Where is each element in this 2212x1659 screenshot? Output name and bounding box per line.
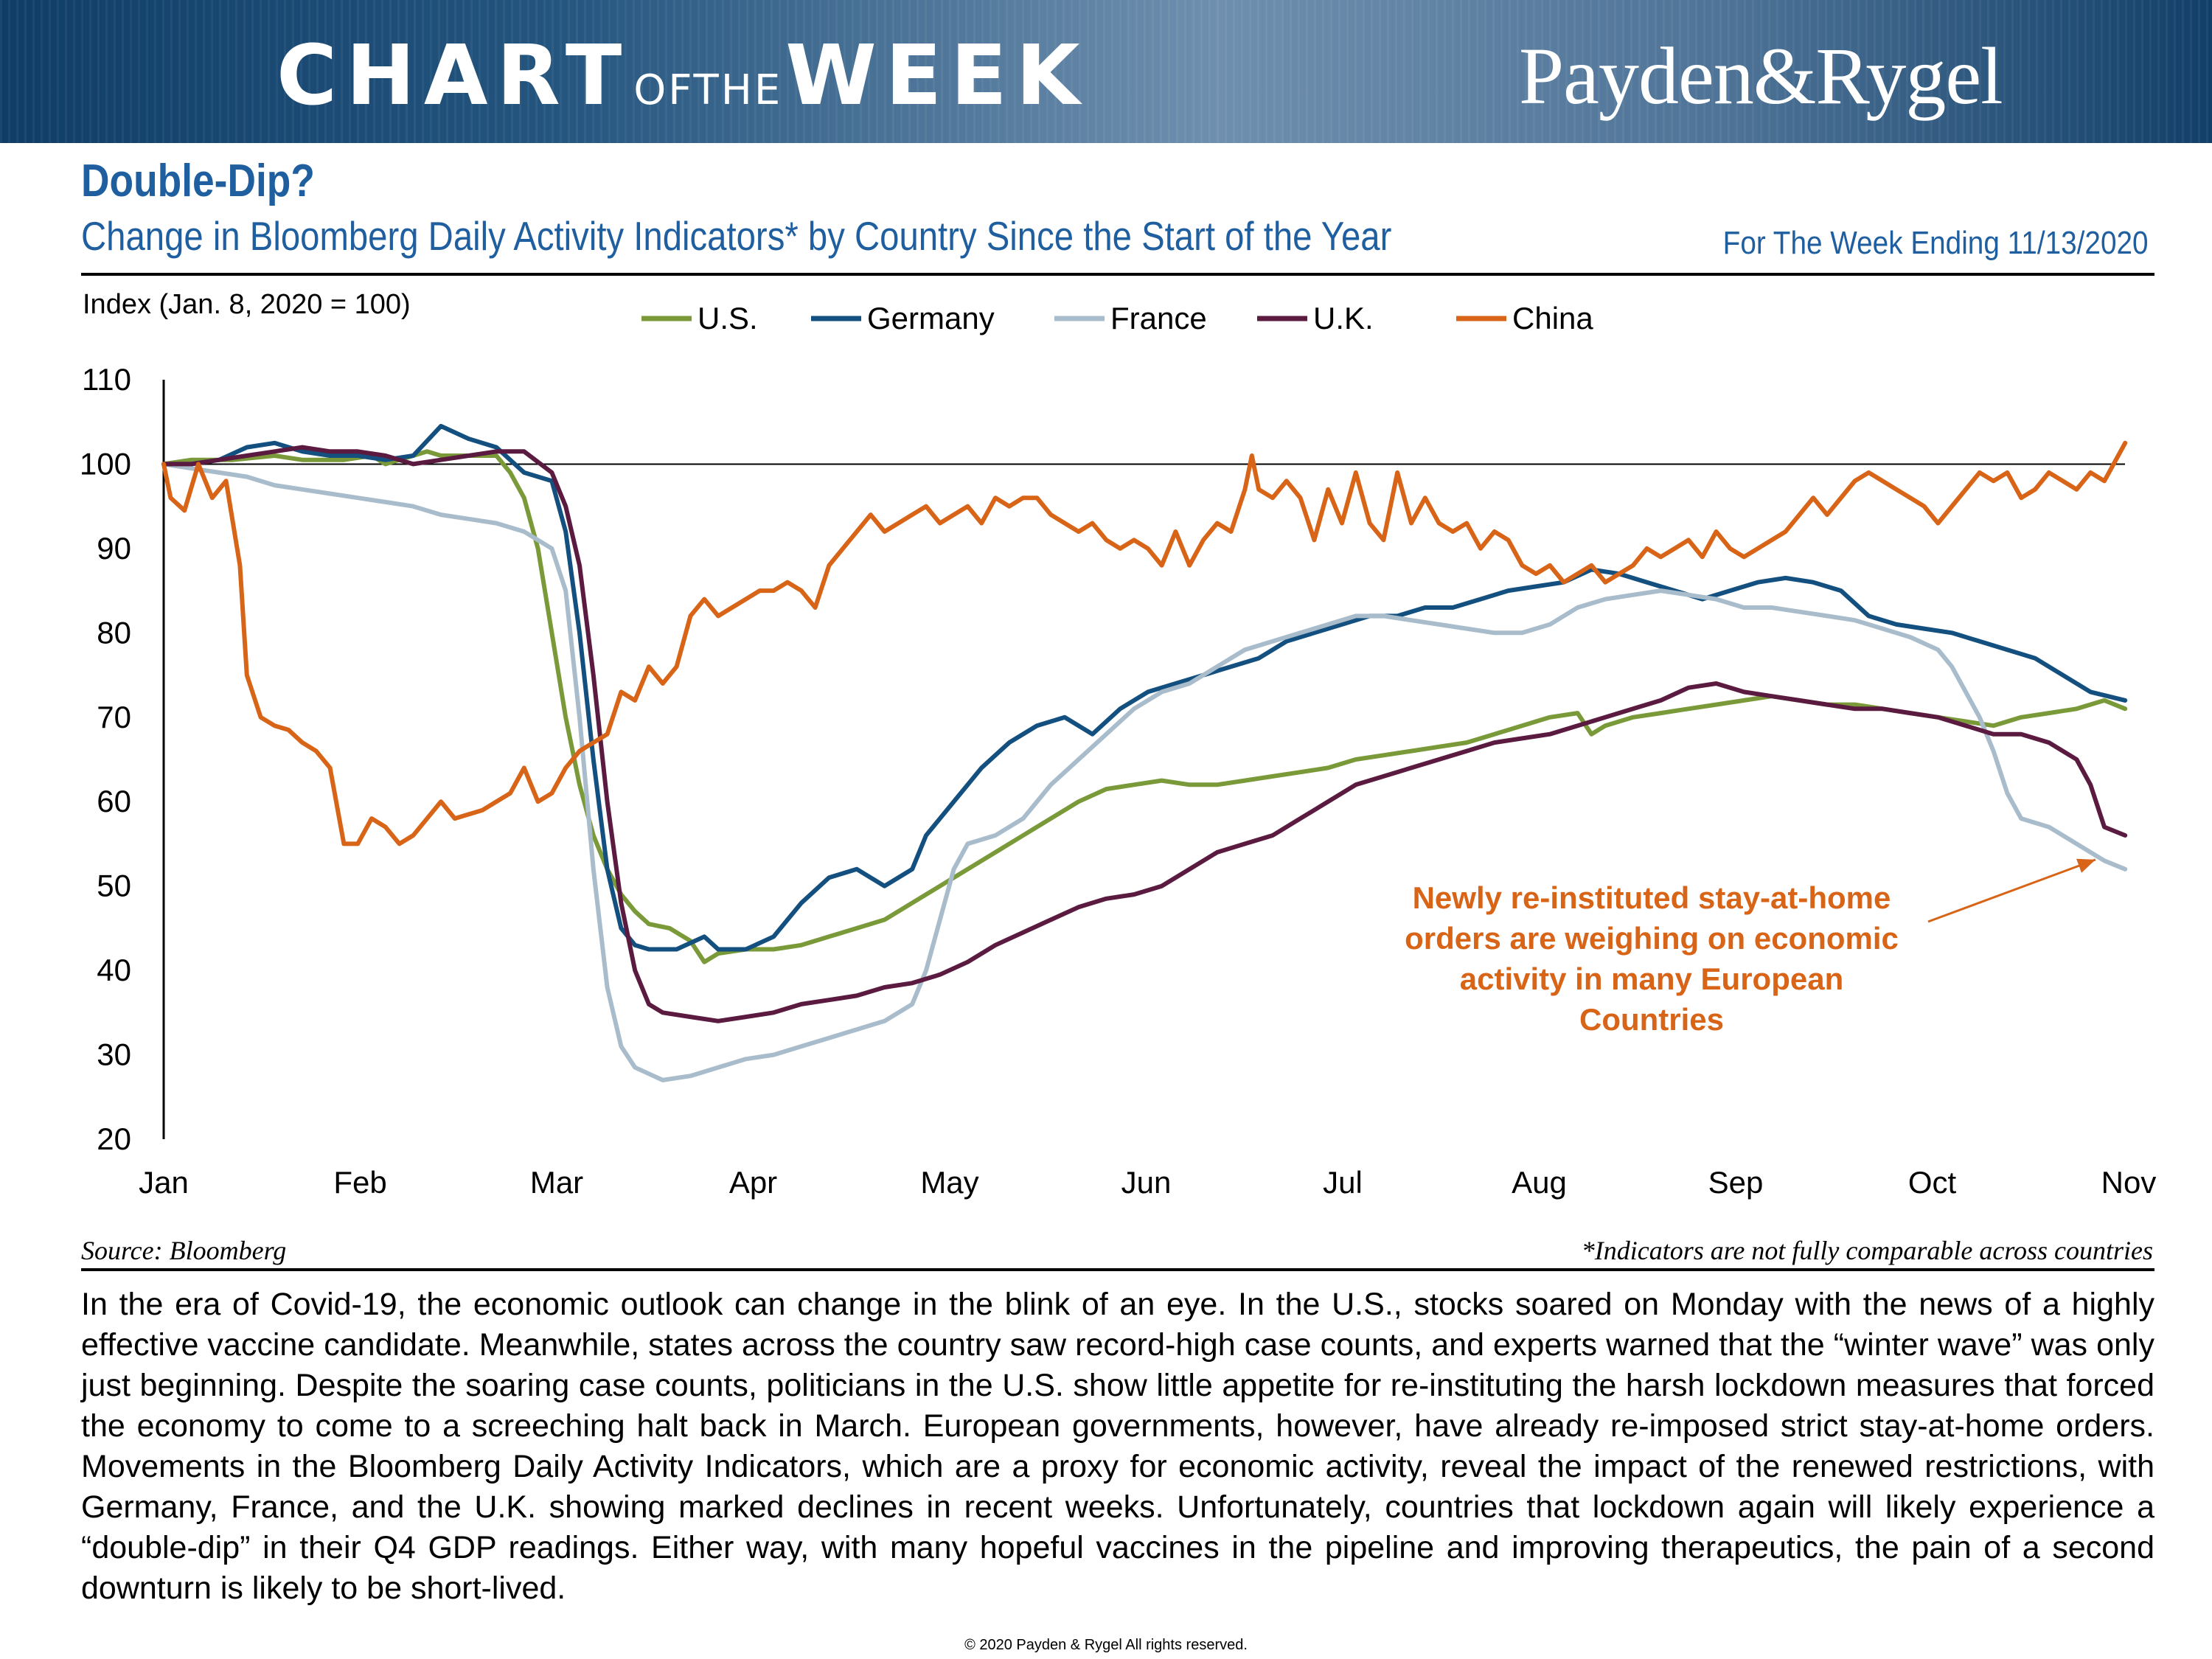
y-tick-label: 90 <box>97 531 131 566</box>
footnote: *Indicators are not fully comparable acr… <box>1581 1236 2153 1265</box>
legend-label: France <box>1110 301 1207 335</box>
y-axis-label: Index (Jan. 8, 2020 = 100) <box>83 289 411 320</box>
y-tick-label: 40 <box>97 953 131 987</box>
y-tick-label: 30 <box>97 1037 131 1072</box>
chart-of-the-week-logo: CHART OFTHE WEEK <box>276 28 1089 124</box>
copyright-notice: © 2020 Payden & Rygel All rights reserve… <box>964 1637 1248 1653</box>
annotation-arrow <box>1927 858 2096 923</box>
legend: U.S. Germany France U.K. China <box>641 301 1593 335</box>
page-subtitle: Change in Bloomberg Daily Activity Indic… <box>81 213 1392 259</box>
x-tick-label: Nov <box>2101 1165 2157 1200</box>
brand-chart: CHART <box>276 28 631 124</box>
series-line-germany <box>161 423 2128 952</box>
y-tick-label: 50 <box>97 869 131 903</box>
page-title: Double-Dip? <box>81 156 315 206</box>
firm-logo: Payden&Rygel <box>1519 31 2003 121</box>
series-line-france <box>161 462 2128 1082</box>
commentary-paragraph: In the era of Covid-19, the economic out… <box>81 1287 2154 1606</box>
legend-label: U.S. <box>698 301 758 335</box>
annotation-text: activity in many European <box>1460 961 1844 996</box>
legend-label: China <box>1512 301 1593 335</box>
x-tick-label: Jun <box>1121 1165 1172 1200</box>
banner: CHART OFTHE WEEK Payden&Rygel <box>0 0 2212 143</box>
x-tick-label: Jan <box>139 1165 189 1200</box>
title-divider <box>81 273 2154 276</box>
annotation-arrowhead <box>2076 858 2096 873</box>
x-tick-label: Apr <box>729 1165 777 1200</box>
y-tick-label: 100 <box>80 446 131 481</box>
y-tick-label: 70 <box>97 700 131 734</box>
commentary-divider <box>81 1268 2154 1271</box>
annotation: Newly re-instituted stay-at-home orders a… <box>1405 858 2096 1037</box>
x-tick-label: Sep <box>1708 1165 1764 1200</box>
source-note: Source: Bloomberg <box>81 1236 287 1265</box>
annotation-text: orders are weighing on economic <box>1405 921 1899 956</box>
x-tick-label: Mar <box>530 1165 583 1200</box>
series-line-uk <box>161 445 2128 1023</box>
annotation-text: Countries <box>1579 1002 1724 1037</box>
week-ending-date: For The Week Ending 11/13/2020 <box>1723 225 2149 261</box>
series-line-china <box>161 440 2128 846</box>
x-tick-label: May <box>920 1165 978 1200</box>
legend-label: U.K. <box>1313 301 1374 335</box>
annotation-text: Newly re-instituted stay-at-home <box>1413 880 1891 915</box>
brand-of-the: OFTHE <box>633 66 783 114</box>
legend-label: Germany <box>867 301 995 335</box>
x-tick-label: Feb <box>333 1165 386 1200</box>
brand-week: WEEK <box>785 28 1089 124</box>
y-tick-label: 60 <box>97 784 131 818</box>
x-tick-label: Oct <box>1908 1165 1957 1200</box>
x-tick-label: Jul <box>1323 1165 1363 1200</box>
y-tick-label: 20 <box>97 1121 131 1156</box>
y-tick-label: 110 <box>82 362 131 397</box>
y-tick-label: 80 <box>97 615 131 650</box>
line-chart: Index (Jan. 8, 2020 = 100) 110 100 90 80 70 60… <box>80 289 2157 1200</box>
x-tick-label: Aug <box>1512 1165 1567 1200</box>
